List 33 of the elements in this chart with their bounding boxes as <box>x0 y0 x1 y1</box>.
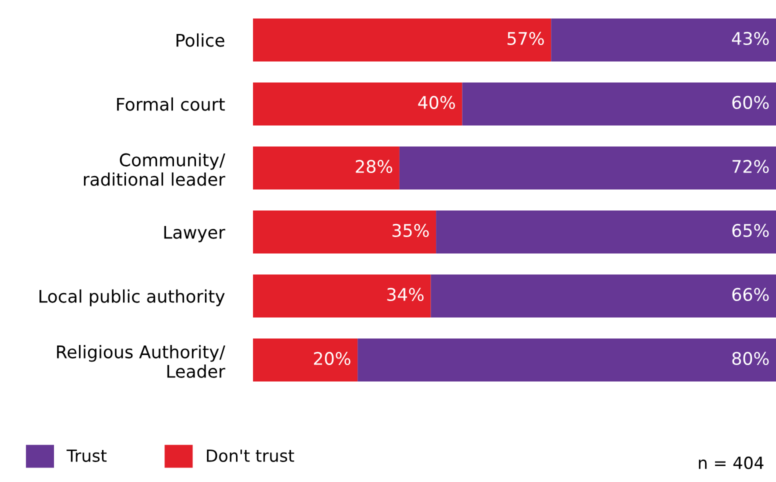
bar <box>253 338 358 382</box>
data-label: 40% <box>418 96 455 110</box>
data-label: 60% <box>732 96 769 110</box>
data-label: 20% <box>314 352 350 366</box>
bar <box>430 274 776 318</box>
data-label: 35% <box>392 224 429 238</box>
legend-label: Trust <box>66 450 107 462</box>
bar <box>358 338 776 382</box>
data-label: 34% <box>387 288 424 302</box>
text: n = 404 <box>698 456 764 470</box>
y-tick-label: Lawyer <box>164 226 226 242</box>
data-label: 43% <box>732 32 769 46</box>
bar <box>551 18 776 62</box>
bar <box>253 18 552 62</box>
bar <box>253 210 436 254</box>
bar <box>253 82 462 126</box>
data-label: 65% <box>732 224 769 238</box>
legend-label: Don't trust <box>206 450 294 462</box>
y-tick-label: Local public authority <box>40 289 225 306</box>
y-tick-label: Religious Authority/ Leader <box>57 345 226 378</box>
data-label: 66% <box>732 288 769 302</box>
data-label: 28% <box>356 160 392 174</box>
y-tick-label: Police <box>176 33 224 47</box>
bar <box>399 146 776 190</box>
y-tick-label: Community/ raditional leader <box>84 153 226 186</box>
bar <box>462 82 776 126</box>
y-tick-label: Formal court <box>117 97 225 111</box>
data-label: 57% <box>508 32 544 46</box>
bar <box>253 146 400 190</box>
data-label: 80% <box>732 352 769 366</box>
bar <box>253 274 431 318</box>
bar <box>436 210 776 254</box>
data-label: 72% <box>732 160 769 174</box>
